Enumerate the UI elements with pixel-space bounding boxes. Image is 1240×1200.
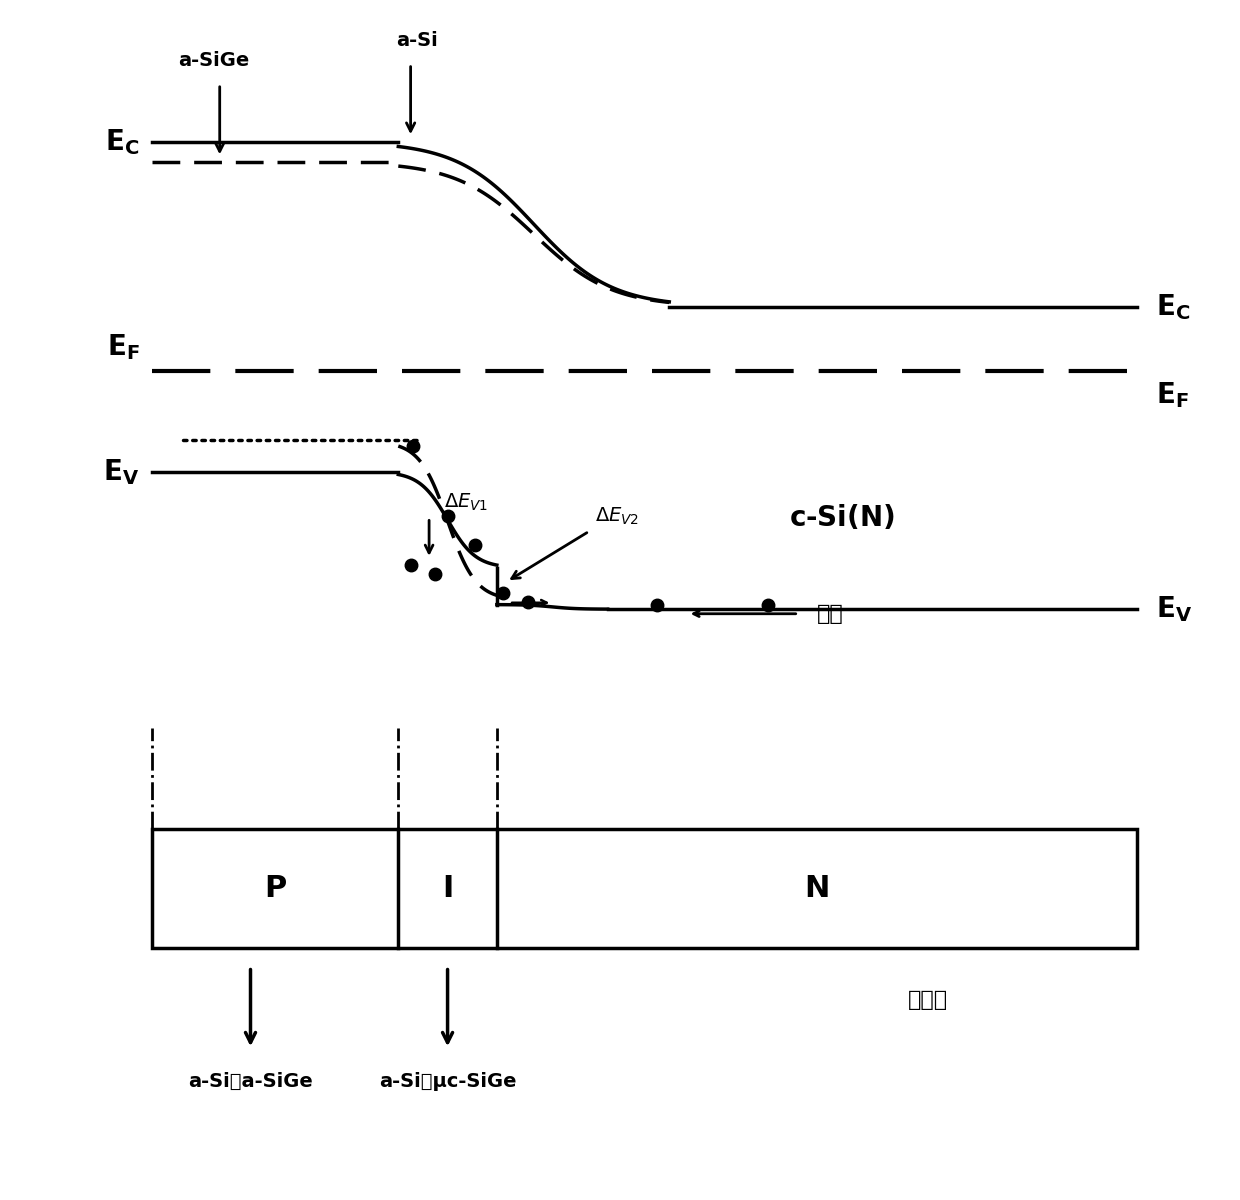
Text: $\mathbf{E_F}$: $\mathbf{E_F}$	[1156, 380, 1189, 409]
Text: $\Delta E_{V1}$: $\Delta E_{V1}$	[444, 492, 489, 512]
Text: a-Si: a-Si	[396, 31, 438, 50]
Text: $\mathbf{E_C}$: $\mathbf{E_C}$	[105, 127, 140, 157]
Text: a-Si或μc-SiGe: a-Si或μc-SiGe	[378, 1072, 516, 1091]
Text: $\mathbf{E_C}$: $\mathbf{E_C}$	[1156, 292, 1190, 322]
Text: 单晶硅: 单晶硅	[908, 990, 947, 1009]
Text: I: I	[441, 875, 454, 904]
Text: 空穴: 空穴	[817, 604, 843, 624]
Text: P: P	[264, 875, 286, 904]
Text: a-SiGe: a-SiGe	[177, 52, 249, 70]
Text: $\mathbf{E_F}$: $\mathbf{E_F}$	[107, 332, 140, 361]
Text: $\Delta E_{V2}$: $\Delta E_{V2}$	[595, 505, 640, 527]
Text: N: N	[805, 875, 830, 904]
Text: a-Si或a-SiGe: a-Si或a-SiGe	[188, 1072, 312, 1091]
Text: $\mathbf{E_V}$: $\mathbf{E_V}$	[103, 457, 140, 486]
Text: $\mathbf{E_V}$: $\mathbf{E_V}$	[1156, 594, 1192, 624]
Bar	[153, 829, 1137, 948]
Text: $\mathbf{c}$-$\mathbf{Si(N)}$: $\mathbf{c}$-$\mathbf{Si(N)}$	[789, 503, 894, 532]
